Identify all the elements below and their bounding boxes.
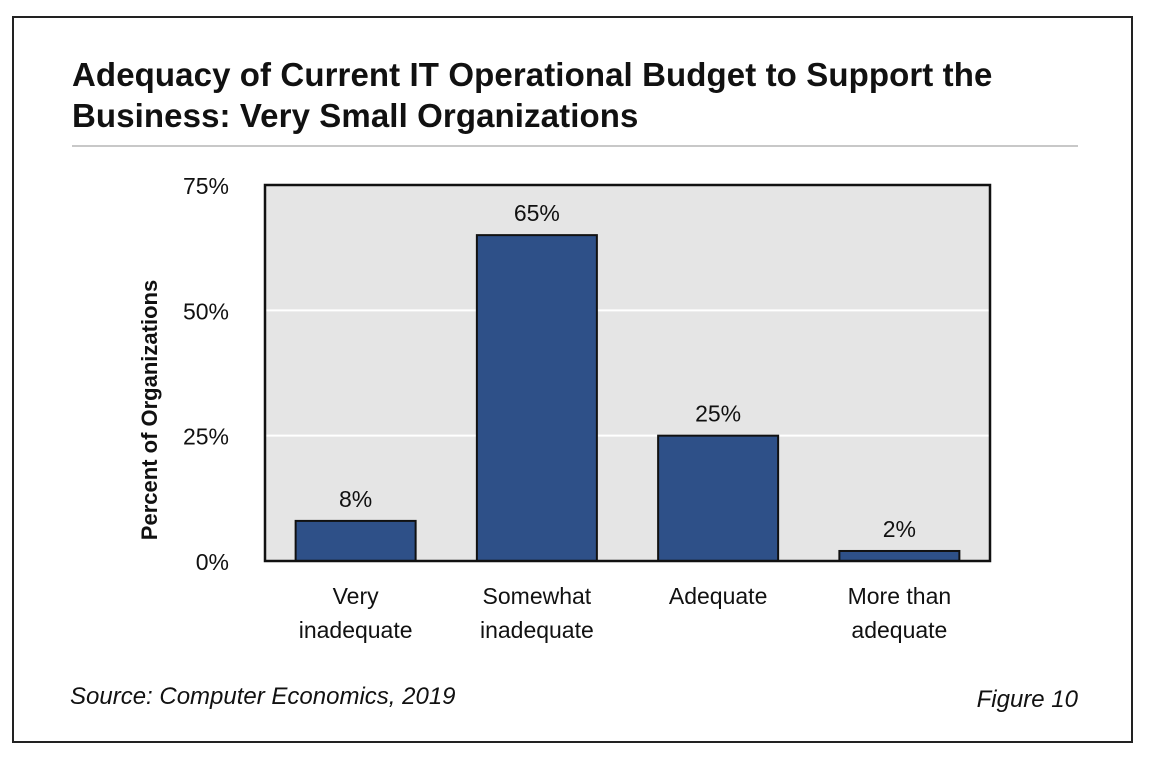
title-divider bbox=[72, 145, 1078, 147]
y-axis-title: Percent of Organizations bbox=[137, 280, 162, 540]
data-label: 25% bbox=[695, 401, 741, 427]
x-tick-label: Somewhat bbox=[483, 583, 592, 609]
x-tick-label: More than bbox=[848, 583, 952, 609]
source-note: Source: Computer Economics, 2019 bbox=[70, 683, 456, 710]
data-label: 65% bbox=[514, 200, 560, 226]
chart-title: Adequacy of Current IT Operational Budge… bbox=[72, 54, 1072, 136]
bar bbox=[294, 519, 417, 562]
y-tick-label: 25% bbox=[183, 424, 229, 450]
bar bbox=[657, 434, 780, 562]
bar bbox=[838, 549, 961, 562]
data-label: 8% bbox=[339, 486, 372, 512]
chart-title-line-2: Business: Very Small Organizations bbox=[72, 97, 639, 134]
x-tick-label: adequate bbox=[851, 617, 947, 643]
y-tick-label: 50% bbox=[183, 298, 229, 324]
figure-number: Figure 10 bbox=[976, 686, 1078, 713]
data-label: 2% bbox=[883, 516, 916, 542]
y-tick-label: 0% bbox=[196, 549, 229, 575]
plot-area bbox=[265, 185, 990, 561]
x-tick-label: Adequate bbox=[669, 583, 767, 609]
x-tick-label: Very bbox=[333, 583, 380, 609]
bar bbox=[475, 234, 598, 562]
y-tick-label: 75% bbox=[183, 173, 229, 199]
x-tick-label: inadequate bbox=[480, 617, 594, 643]
chart-title-line-1: Adequacy of Current IT Operational Budge… bbox=[72, 56, 993, 93]
plot-border bbox=[263, 183, 992, 563]
x-tick-label: inadequate bbox=[299, 617, 413, 643]
